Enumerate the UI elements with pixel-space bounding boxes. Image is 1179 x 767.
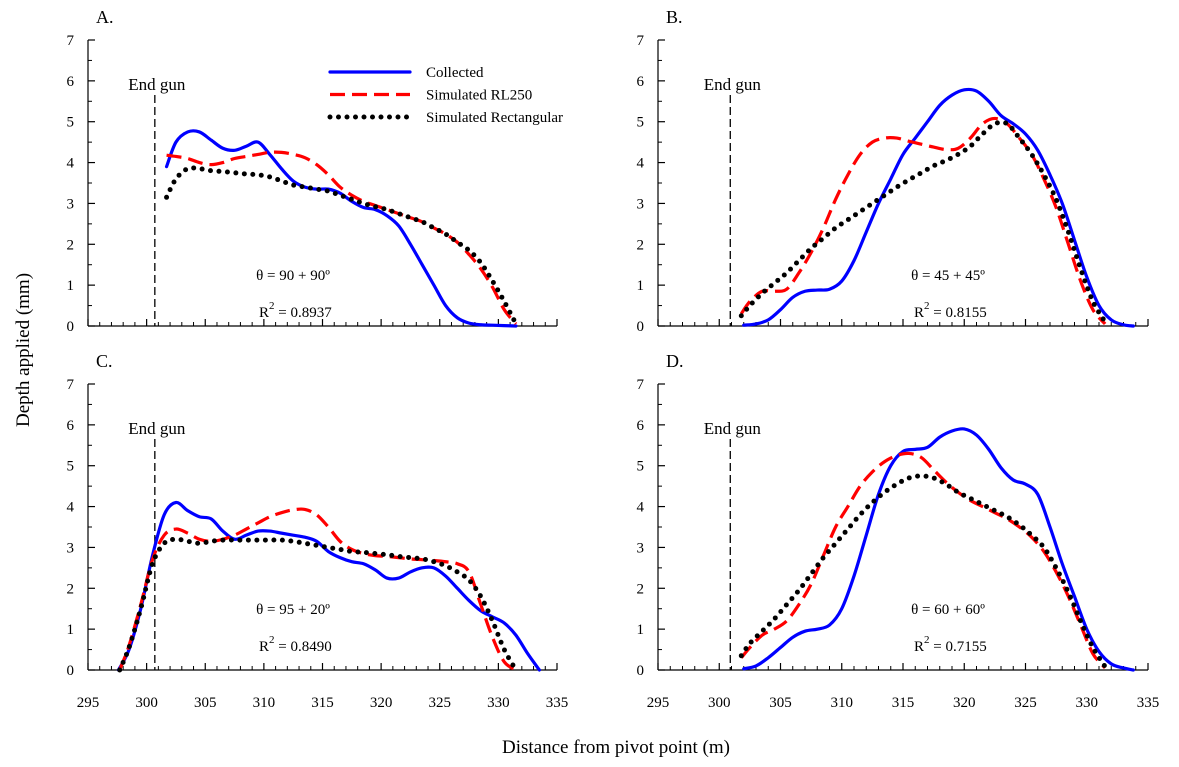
- x-tick-label: 335: [1137, 695, 1160, 711]
- y-tick-label: 1: [67, 278, 75, 294]
- y-tick-label: 0: [637, 319, 645, 335]
- y-tick-label: 2: [67, 237, 75, 253]
- legend: Collected Simulated RL250 Simulated Rectan…: [327, 65, 563, 126]
- end-gun-label: End gun: [128, 419, 186, 438]
- x-axis-title: Distance from pivot point (m): [502, 737, 730, 758]
- y-tick-label: 0: [67, 663, 75, 679]
- end-gun-label: End gun: [128, 75, 186, 94]
- series-line-simulated-rectangular: [738, 473, 1108, 670]
- r2-value: = 0.7155: [930, 639, 987, 655]
- y-tick-label: 7: [67, 33, 75, 49]
- series-line-collected: [116, 500, 542, 672]
- legend-label: Simulated RL250: [426, 88, 532, 104]
- r2-annotation: R2 = 0.7155: [914, 634, 987, 655]
- y-tick-label: 3: [637, 540, 645, 556]
- theta-annotation: θ = 45 + 45º: [911, 268, 985, 284]
- series-line-collected: [164, 129, 518, 328]
- y-tick-label: 0: [637, 663, 645, 679]
- x-tick-label: 315: [892, 695, 915, 711]
- r2-annotation: R2 = 0.8490: [259, 634, 332, 655]
- y-tick-label: 2: [637, 581, 645, 597]
- panel-a: 0 1 2 3 4 5 6 7 A. End gun θ = 90 + 90º R2 = 0.8937: [67, 7, 558, 335]
- y-tick-label: 5: [67, 459, 75, 475]
- y-tick-label: 7: [637, 33, 645, 49]
- theta-annotation: θ = 60 + 60º: [911, 602, 985, 618]
- y-tick-label: 1: [67, 622, 75, 638]
- x-tick-label: 300: [135, 695, 158, 711]
- r2-value: = 0.8155: [930, 305, 987, 321]
- theta-annotation: θ = 90 + 90º: [256, 268, 330, 284]
- r2-annotation: R2 = 0.8155: [914, 300, 987, 321]
- r2-value: = 0.8937: [275, 305, 333, 321]
- x-tick-label: 320: [370, 695, 393, 711]
- y-tick-label: 3: [67, 196, 75, 212]
- y-tick-label: 5: [67, 115, 75, 131]
- panel-c: 0 1 2 3 4 5 6 7 295 300 305 310 315 320 325 330 335 C. End…: [67, 351, 569, 711]
- x-tick-label: 305: [194, 695, 217, 711]
- series-line-simulated-rl250: [166, 150, 518, 325]
- x-tick-label: 320: [953, 695, 976, 711]
- legend-label: Simulated Rectangular: [426, 110, 563, 126]
- end-gun-label: End gun: [704, 75, 762, 94]
- y-tick-label: 1: [637, 622, 645, 638]
- x-tick-label: 295: [77, 695, 100, 711]
- y-tick-label: 4: [637, 500, 645, 516]
- y-tick-label: 4: [67, 156, 75, 172]
- y-tick-label: 6: [67, 74, 75, 90]
- series-line-simulated-rl250: [739, 116, 1107, 326]
- x-tick-label: 325: [429, 695, 452, 711]
- x-tick-label: 300: [708, 695, 731, 711]
- y-axis-title: Depth applied (mm): [13, 273, 34, 427]
- legend-label: Collected: [426, 65, 484, 81]
- r2-superscript: 2: [269, 634, 275, 646]
- chart-panels: 0 1 2 3 4 5 6 7 A. End gun θ = 90 + 90º R2 = 0.8937…: [67, 7, 1160, 711]
- x-tick-label: 315: [311, 695, 334, 711]
- y-tick-label: 4: [67, 500, 75, 516]
- y-tick-label: 3: [67, 540, 75, 556]
- y-tick-label: 6: [637, 74, 645, 90]
- series-line-simulated-rectangular: [117, 536, 519, 673]
- panel-letter: A.: [96, 7, 114, 27]
- series-line-simulated-rl250: [740, 451, 1107, 670]
- theta-annotation: θ = 95 + 20º: [256, 602, 330, 618]
- series-line-simulated-rectangular: [164, 165, 519, 327]
- y-tick-label: 5: [637, 459, 645, 475]
- r2-superscript: 2: [924, 300, 930, 312]
- y-tick-label: 1: [637, 278, 645, 294]
- series-line-collected: [742, 87, 1135, 328]
- y-tick-label: 6: [67, 418, 75, 434]
- x-tick-label: 295: [647, 695, 670, 711]
- x-tick-label: 330: [1076, 695, 1099, 711]
- y-tick-label: 3: [637, 196, 645, 212]
- y-tick-label: 4: [637, 156, 645, 172]
- x-tick-label: 310: [831, 695, 854, 711]
- y-tick-label: 2: [67, 581, 75, 597]
- panel-b: 0 1 2 3 4 5 6 7 B. End gun θ = 45 + 45º R2 = 0.8155: [637, 7, 1149, 335]
- y-tick-label: 6: [637, 418, 645, 434]
- r2-superscript: 2: [269, 300, 275, 312]
- panel-letter: D.: [666, 351, 684, 371]
- panel-d: 0 1 2 3 4 5 6 7 295 300 305 310 315 320 325 330 335 D. End…: [637, 351, 1160, 711]
- panel-letter: B.: [666, 7, 683, 27]
- x-tick-label: 330: [487, 695, 510, 711]
- r2-annotation: R2 = 0.8937: [259, 300, 332, 321]
- panel-letter: C.: [96, 351, 113, 371]
- y-tick-label: 0: [67, 319, 75, 335]
- x-tick-label: 335: [546, 695, 569, 711]
- y-tick-label: 7: [67, 377, 75, 393]
- r2-value: = 0.8490: [275, 639, 332, 655]
- series-line-simulated-rl250: [118, 507, 517, 672]
- x-tick-label: 310: [253, 695, 276, 711]
- end-gun-label: End gun: [704, 419, 762, 438]
- series-line-collected: [742, 427, 1135, 672]
- y-tick-label: 2: [637, 237, 645, 253]
- r2-superscript: 2: [924, 634, 930, 646]
- y-tick-label: 7: [637, 377, 645, 393]
- x-tick-label: 305: [769, 695, 792, 711]
- x-tick-label: 325: [1014, 695, 1037, 711]
- y-tick-label: 5: [637, 115, 645, 131]
- series-line-simulated-rectangular: [738, 119, 1108, 325]
